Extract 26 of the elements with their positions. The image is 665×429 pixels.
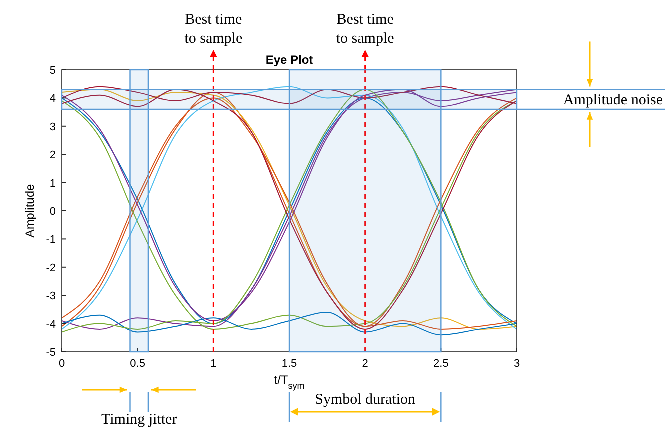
legend-label: Timing jitter [101, 412, 178, 428]
ref-line-label: Best time to sample [336, 12, 395, 47]
y-tick-label: -3 [46, 290, 56, 303]
band-label: Amplitude noise [563, 92, 664, 109]
chart-title: Eye Plot [266, 53, 314, 67]
y-tick-label: -4 [46, 318, 56, 331]
x-tick-label: 0.5 [130, 358, 146, 370]
y-tick-label: 3 [50, 121, 56, 134]
y-tick-label: 1 [50, 178, 56, 190]
x-tick-label: 0 [58, 358, 66, 370]
x-tick-label: 1 [210, 358, 217, 370]
ref-line-label: Best time to sample [184, 12, 243, 47]
x-tick-label: 3 [514, 358, 520, 370]
x-axis-title: t/T$_{sym}$ [274, 373, 305, 391]
y-axis-title: Amplitude [23, 184, 37, 238]
x-tick-label: 2.5 [434, 358, 449, 370]
x-tick-label: 2 [362, 358, 368, 370]
x-tick-label: 1.5 [282, 358, 298, 370]
band-label: Symbol duration [315, 392, 416, 408]
y-tick-label: 0 [50, 206, 56, 218]
y-tick-label: -2 [46, 262, 56, 274]
y-tick-label: 2 [50, 150, 56, 162]
y-tick-label: 5 [50, 65, 56, 77]
y-tick-label: -5 [46, 347, 56, 359]
y-tick-label: 4 [50, 93, 56, 106]
y-tick-label: -1 [46, 234, 56, 246]
